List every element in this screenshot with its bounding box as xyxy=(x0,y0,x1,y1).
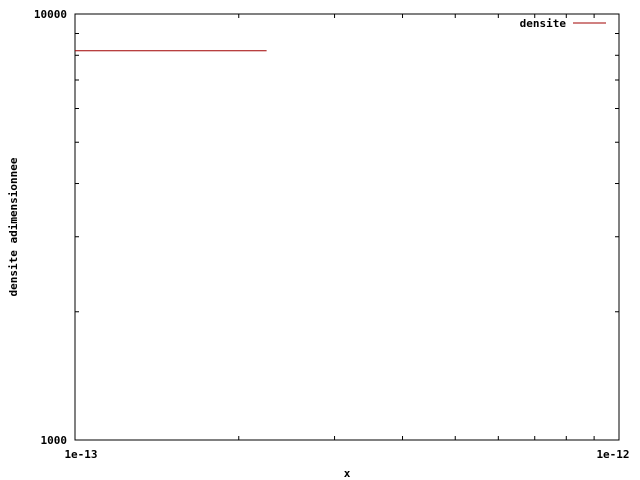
y-tick-label-top: 10000 xyxy=(34,8,67,21)
x-axis-label: x xyxy=(344,467,351,480)
y-minor-ticks xyxy=(75,13,619,441)
x-minor-ticks xyxy=(74,14,620,440)
y-axis-label: densite adimensionnee xyxy=(7,157,20,296)
y-tick-label-bottom: 1000 xyxy=(41,434,68,447)
legend: densite xyxy=(520,17,606,30)
x-tick-label-right: 1e-12 xyxy=(596,448,629,461)
x-tick-label-left: 1e-13 xyxy=(64,448,97,461)
plot-frame xyxy=(74,13,620,441)
legend-label: densite xyxy=(520,17,567,30)
